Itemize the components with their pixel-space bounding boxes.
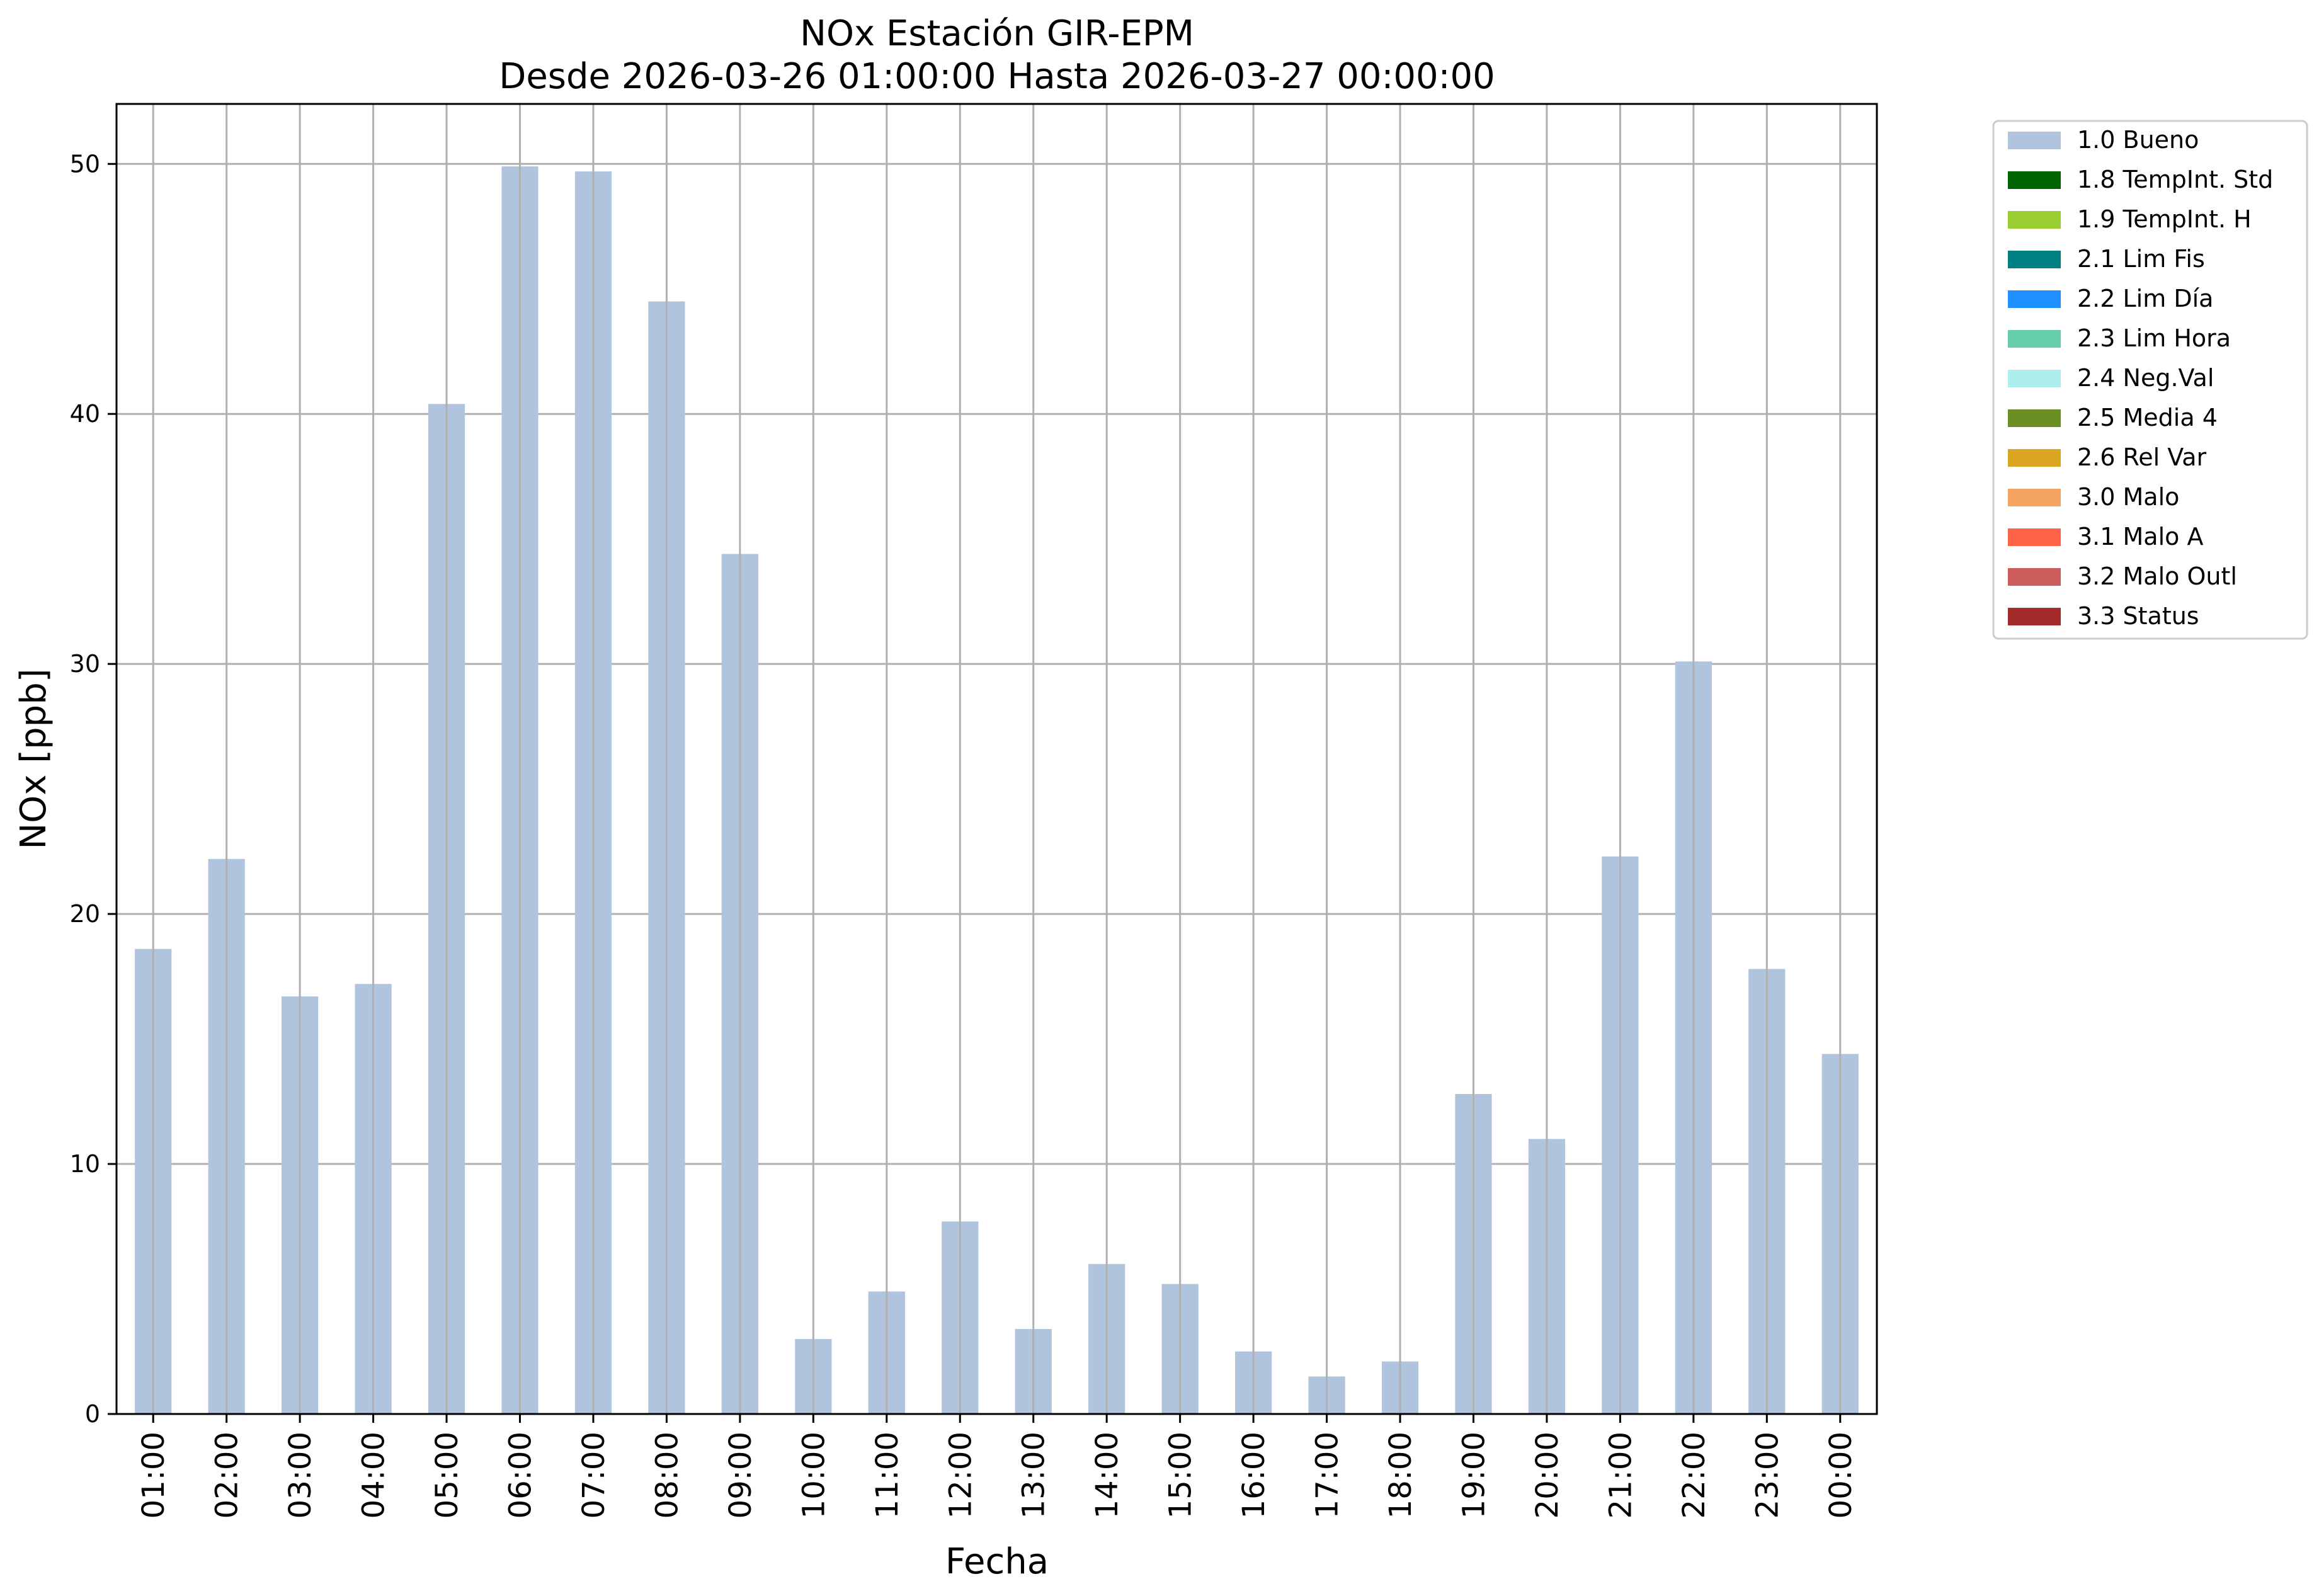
- legend-swatch: [2008, 171, 2061, 189]
- x-tick-label: 08:00: [649, 1432, 685, 1519]
- legend-swatch: [2008, 449, 2061, 467]
- x-tick-label: 20:00: [1530, 1432, 1565, 1519]
- plot-frame: [115, 103, 1878, 1415]
- x-tick-label: 04:00: [356, 1432, 392, 1519]
- y-tick-label: 50: [70, 150, 100, 178]
- x-tick-label: 11:00: [870, 1432, 905, 1519]
- legend-label: 3.1 Malo A: [2077, 523, 2203, 550]
- legend-label: 3.0 Malo: [2077, 483, 2179, 511]
- legend-label: 1.8 TempInt. Std: [2077, 166, 2273, 193]
- legend-label: 2.6 Rel Var: [2077, 443, 2207, 471]
- x-tick-label: 12:00: [943, 1432, 978, 1519]
- legend-swatch: [2008, 132, 2061, 149]
- legend-label: 1.0 Bueno: [2077, 126, 2199, 154]
- legend-swatch: [2008, 409, 2061, 427]
- legend: 1.0 Bueno 1.8 TempInt. Std 1.9 TempInt. H 2…: [1992, 120, 2308, 640]
- y-tick-label: 10: [70, 1150, 100, 1178]
- y-axis-title: NOx [ppb]: [13, 668, 54, 849]
- x-tick-label: 21:00: [1603, 1432, 1638, 1519]
- x-tick-label: 23:00: [1750, 1432, 1785, 1519]
- legend-swatch: [2008, 330, 2061, 348]
- x-tick-label: 19:00: [1456, 1432, 1491, 1519]
- legend-swatch: [2008, 568, 2061, 586]
- x-tick-label: 07:00: [576, 1432, 612, 1519]
- legend-label: 2.4 Neg.Val: [2077, 364, 2214, 392]
- x-axis: 01:00 02:00 03:00 04:00 05:00 06:00 07:00 08:00…: [136, 1414, 1859, 1519]
- x-axis-title: Fecha: [945, 1541, 1049, 1582]
- legend-swatch: [2008, 370, 2061, 387]
- bars: [135, 166, 1859, 1415]
- chart-subtitle: Desde 2026-03-26 01:00:00 Hasta 2026-03-…: [499, 56, 1495, 97]
- x-tick-label: 00:00: [1823, 1432, 1859, 1519]
- x-tick-label: 22:00: [1677, 1432, 1712, 1519]
- x-tick-label: 18:00: [1383, 1432, 1418, 1519]
- x-tick-label: 09:00: [723, 1432, 758, 1519]
- x-tick-label: 06:00: [503, 1432, 538, 1519]
- y-tick-label: 0: [85, 1400, 100, 1428]
- y-tick-label: 30: [70, 650, 100, 678]
- legend-swatch: [2008, 528, 2061, 546]
- x-tick-label: 14:00: [1090, 1432, 1125, 1519]
- y-tick-label: 40: [70, 400, 100, 428]
- legend-swatch: [2008, 489, 2061, 506]
- legend-label: 3.2 Malo Outl: [2077, 562, 2237, 590]
- vertical-grid: [152, 104, 1842, 1414]
- y-axis: 0 10 20 30 40 50: [70, 150, 117, 1428]
- y-tick-label: 20: [70, 900, 100, 928]
- legend-label: 2.2 Lim Día: [2077, 285, 2213, 312]
- x-tick-label: 01:00: [136, 1432, 171, 1519]
- x-tick-label: 05:00: [430, 1432, 465, 1519]
- x-tick-label: 17:00: [1310, 1432, 1345, 1519]
- legend-label: 3.3 Status: [2077, 602, 2199, 630]
- x-tick-label: 03:00: [283, 1432, 318, 1519]
- legend-label: 2.5 Media 4: [2077, 404, 2218, 431]
- x-tick-label: 16:00: [1236, 1432, 1272, 1519]
- legend-swatch: [2008, 608, 2061, 625]
- x-tick-label: 15:00: [1163, 1432, 1199, 1519]
- legend-swatch: [2008, 251, 2061, 268]
- x-tick-label: 10:00: [796, 1432, 831, 1519]
- legend-label: 2.1 Lim Fis: [2077, 245, 2205, 273]
- legend-label: 1.9 TempInt. H: [2077, 205, 2252, 233]
- x-tick-label: 13:00: [1017, 1432, 1052, 1519]
- legend-swatch: [2008, 290, 2061, 308]
- legend-swatch: [2008, 211, 2061, 229]
- chart-title: NOx Estación GIR-EPM: [800, 13, 1194, 54]
- legend-items: 1.0 Bueno 1.8 TempInt. Std 1.9 TempInt. H 2…: [2008, 126, 2273, 630]
- x-tick-label: 02:00: [210, 1432, 245, 1519]
- legend-box: [1992, 120, 2308, 640]
- legend-label: 2.3 Lim Hora: [2077, 324, 2231, 352]
